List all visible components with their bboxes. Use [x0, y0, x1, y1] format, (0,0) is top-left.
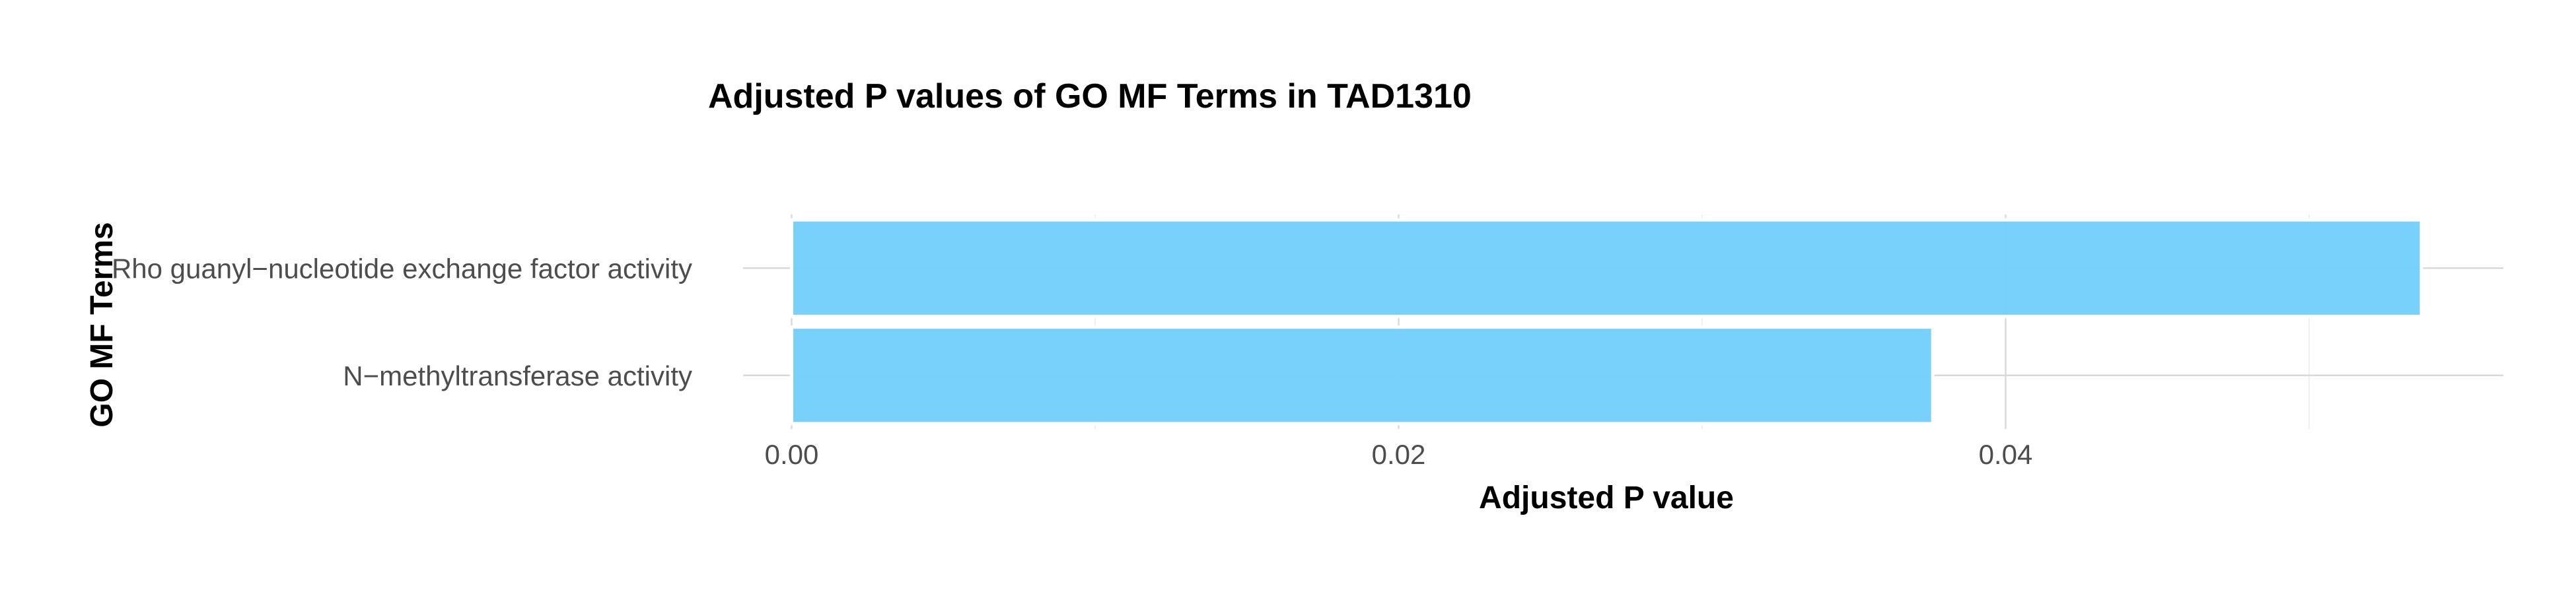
- x-axis-title: Adjusted P value: [1479, 480, 1734, 515]
- y-axis-ticks: Rho guanyl−nucleotide exchange factor ac…: [112, 253, 692, 391]
- x-tick-label: 0.02: [1372, 439, 1426, 470]
- y-tick-label: N−methyltransferase activity: [343, 360, 692, 391]
- x-tick-label: 0.00: [765, 439, 819, 470]
- x-axis-ticks: 0.00 0.02 0.04: [765, 439, 2033, 470]
- y-tick-label: Rho guanyl−nucleotide exchange factor ac…: [112, 253, 692, 284]
- bars: [790, 218, 2423, 426]
- x-tick-label: 0.04: [1979, 439, 2033, 470]
- bar: [790, 218, 2423, 318]
- y-axis-title: GO MF Terms: [85, 222, 120, 427]
- chart-title: Adjusted P values of GO MF Terms in TAD1…: [708, 77, 1472, 116]
- bar: [790, 325, 1935, 426]
